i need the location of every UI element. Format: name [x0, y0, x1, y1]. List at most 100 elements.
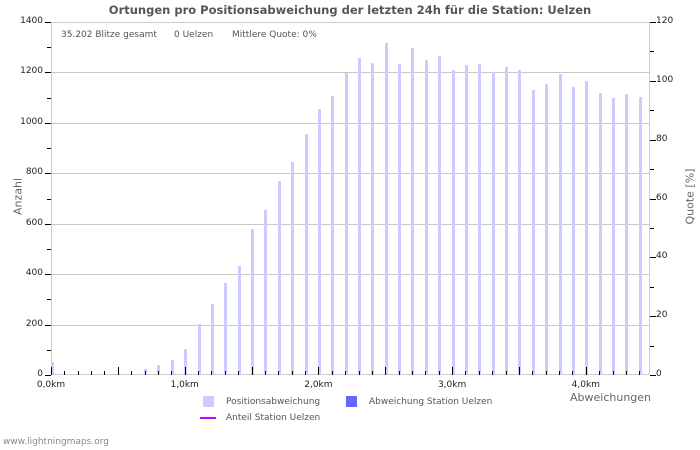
x-axis-title: Abweichungen	[570, 391, 652, 404]
y2-minor-tick	[650, 110, 654, 111]
y-minor-tick	[47, 47, 51, 48]
x-tick	[78, 371, 79, 375]
x-tick	[586, 367, 587, 375]
y-tick-label: 1400	[20, 16, 43, 26]
y-tick-label: 800	[25, 167, 43, 177]
x-tick	[546, 371, 547, 375]
y-tick	[45, 224, 51, 225]
x-tick	[278, 371, 279, 375]
y2-tick-label: 20	[656, 310, 668, 320]
y2-tick	[650, 199, 656, 200]
x-tick	[559, 371, 560, 375]
y-axis-title: Anzahl	[11, 177, 25, 216]
bar-positionsabweichung	[571, 87, 575, 375]
legend-line-anteil	[200, 417, 216, 419]
gridline	[51, 173, 650, 174]
x-tick	[292, 371, 293, 375]
gridline	[51, 123, 650, 124]
x-tick	[399, 371, 400, 375]
plot-area	[51, 22, 650, 375]
bar-positionsabweichung	[598, 93, 602, 375]
y-minor-tick	[47, 299, 51, 300]
bar-positionsabweichung	[491, 71, 495, 375]
bar-positionsabweichung	[612, 97, 616, 375]
x-tick	[479, 371, 480, 375]
y-tick-label: 1000	[20, 117, 43, 127]
y-tick-label: 1200	[20, 66, 43, 76]
x-tick	[332, 371, 333, 375]
y-tick	[45, 123, 51, 124]
y2-tick-label: 0	[656, 369, 662, 379]
bar-positionsabweichung	[277, 180, 281, 375]
x-tick	[51, 367, 52, 375]
footer-link[interactable]: www.lightningmaps.org	[3, 437, 109, 447]
y2-tick	[650, 316, 656, 317]
y-tick-label: 600	[25, 218, 43, 228]
x-tick	[439, 371, 440, 375]
x-tick	[626, 371, 627, 375]
bar-positionsabweichung	[224, 282, 228, 375]
x-tick	[118, 367, 119, 375]
bar-positionsabweichung	[438, 56, 442, 375]
x-tick	[171, 371, 172, 375]
x-tick	[318, 367, 319, 375]
x-tick	[104, 371, 105, 375]
stats-total: 35.202 Blitze gesamt	[61, 30, 157, 40]
bar-positionsabweichung	[531, 90, 535, 375]
bar-positionsabweichung	[197, 324, 201, 375]
bar-positionsabweichung	[625, 94, 629, 375]
x-tick	[385, 367, 386, 375]
y-minor-tick	[47, 249, 51, 250]
x-tick-label: 4,0km	[571, 380, 600, 390]
bar-positionsabweichung	[638, 96, 642, 375]
x-tick	[198, 371, 199, 375]
x-tick	[492, 371, 493, 375]
x-tick	[225, 371, 226, 375]
x-tick-label: 1,0km	[170, 380, 199, 390]
bar-positionsabweichung	[398, 63, 402, 375]
bar-positionsabweichung	[505, 66, 509, 375]
bar-positionsabweichung	[237, 265, 241, 375]
bar-positionsabweichung	[545, 84, 549, 375]
y-tick-label: 200	[25, 319, 43, 329]
y-minor-tick	[47, 350, 51, 351]
y2-minor-tick	[650, 51, 654, 52]
bar-positionsabweichung	[251, 229, 255, 375]
x-tick-label: 0,0km	[36, 380, 66, 390]
y-tick	[45, 173, 51, 174]
y-tick	[45, 325, 51, 326]
y2-tick-label: 60	[656, 193, 668, 203]
y2-tick	[650, 140, 656, 141]
y2-tick-label: 100	[656, 75, 674, 85]
x-tick	[305, 371, 306, 375]
x-tick	[64, 371, 65, 375]
x-tick	[572, 371, 573, 375]
x-tick	[532, 371, 533, 375]
gridline	[51, 325, 650, 326]
y2-minor-tick	[650, 169, 654, 170]
gridline	[51, 274, 650, 275]
legend-swatch-positionsabweichung	[203, 396, 214, 407]
y2-tick	[650, 375, 656, 376]
stats-quote: Mittlere Quote: 0%	[232, 30, 317, 40]
y-minor-tick	[47, 148, 51, 149]
x-tick	[238, 371, 239, 375]
y2-tick-label: 120	[656, 16, 674, 26]
stats-station: 0 Uelzen	[174, 30, 214, 40]
x-tick	[211, 371, 212, 375]
y2-tick	[650, 81, 656, 82]
bar-positionsabweichung	[464, 64, 468, 375]
x-tick-label: 3,0km	[437, 380, 467, 390]
y2-minor-tick	[650, 346, 654, 347]
y-tick	[45, 375, 51, 376]
x-tick	[372, 371, 373, 375]
bar-positionsabweichung	[210, 303, 214, 375]
bar-positionsabweichung	[304, 133, 308, 375]
y-minor-tick	[47, 199, 51, 200]
bar-positionsabweichung	[478, 63, 482, 375]
x-tick	[452, 367, 453, 375]
x-tick	[359, 371, 360, 375]
bar-positionsabweichung	[317, 108, 321, 375]
y-tick-label: 0	[37, 369, 43, 379]
bar-positionsabweichung	[358, 58, 361, 375]
